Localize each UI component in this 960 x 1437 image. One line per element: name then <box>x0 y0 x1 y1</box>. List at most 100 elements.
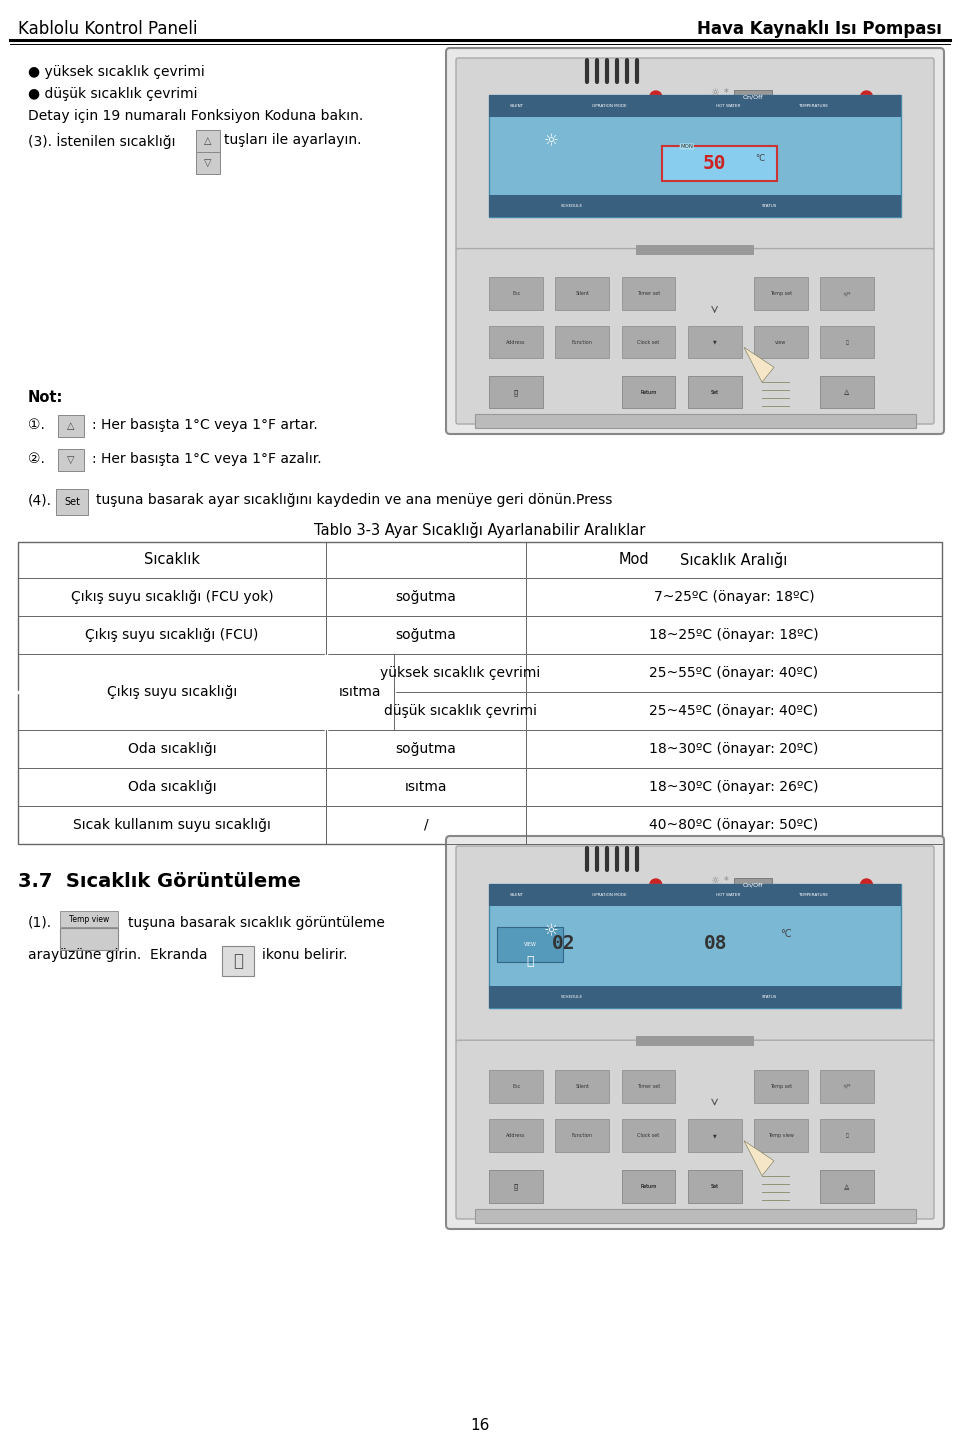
Bar <box>490 95 900 217</box>
Text: ▼: ▼ <box>712 339 716 345</box>
Bar <box>621 1069 676 1102</box>
FancyBboxPatch shape <box>446 836 944 1229</box>
Bar <box>490 326 543 358</box>
Bar <box>687 1170 741 1203</box>
Text: Clock set: Clock set <box>637 1132 660 1138</box>
FancyBboxPatch shape <box>456 846 934 1042</box>
Bar <box>621 376 676 408</box>
Bar <box>662 147 778 181</box>
Text: *: * <box>724 88 729 98</box>
Text: Temp view: Temp view <box>69 914 109 924</box>
Text: 18~25ºC (önayar: 18ºC): 18~25ºC (önayar: 18ºC) <box>649 628 819 642</box>
Text: Oda sıcaklığı: Oda sıcaklığı <box>128 780 216 795</box>
Text: 25~45ºC (önayar: 40ºC): 25~45ºC (önayar: 40ºC) <box>649 704 819 718</box>
Text: *: * <box>724 877 729 887</box>
FancyBboxPatch shape <box>446 47 944 434</box>
Bar <box>621 277 676 310</box>
Bar <box>820 1170 874 1203</box>
Bar <box>196 129 220 152</box>
Text: △: △ <box>845 389 849 395</box>
Bar <box>820 277 874 310</box>
Bar <box>490 986 900 1009</box>
Text: (3). İstenilen sıcaklığı: (3). İstenilen sıcaklığı <box>28 134 176 149</box>
Bar <box>636 1036 754 1046</box>
Bar <box>687 326 741 358</box>
Bar <box>621 376 676 408</box>
Bar <box>687 376 741 408</box>
Text: Return: Return <box>640 389 657 395</box>
Text: Çıkış suyu sıcaklığı (FCU yok): Çıkış suyu sıcaklığı (FCU yok) <box>71 591 274 604</box>
Bar <box>754 277 807 310</box>
Text: Set: Set <box>710 1184 719 1188</box>
Text: Clock set: Clock set <box>637 339 660 345</box>
Text: Timer set: Timer set <box>636 292 660 296</box>
Text: ısıtma: ısıtma <box>405 780 447 795</box>
Text: Silent: Silent <box>575 1083 589 1089</box>
Text: Tablo 3-3 Ayar Sıcaklığı Ayarlanabilir Aralıklar: Tablo 3-3 Ayar Sıcaklığı Ayarlanabilir A… <box>314 522 646 537</box>
Text: düşük sıcaklık çevrimi: düşük sıcaklık çevrimi <box>383 704 537 718</box>
Text: soğutma: soğutma <box>396 628 456 642</box>
Text: tuşuna basarak sıcaklık görüntüleme: tuşuna basarak sıcaklık görüntüleme <box>128 915 385 930</box>
Text: MON: MON <box>681 144 693 149</box>
Text: 25~55ºC (önayar: 40ºC): 25~55ºC (önayar: 40ºC) <box>649 665 819 680</box>
Text: SCHEDULE: SCHEDULE <box>561 204 583 208</box>
Bar <box>734 878 772 892</box>
Text: Function: Function <box>572 339 592 345</box>
Text: Temp set: Temp set <box>770 292 792 296</box>
Text: 🔥: 🔥 <box>846 339 849 345</box>
Text: Set: Set <box>710 389 719 395</box>
Text: ☼: ☼ <box>709 88 719 98</box>
Text: ☼/*: ☼/* <box>843 292 852 296</box>
Circle shape <box>860 879 873 891</box>
Bar <box>490 884 900 907</box>
Bar <box>56 489 88 514</box>
Bar <box>222 946 254 976</box>
Bar <box>820 376 874 408</box>
Polygon shape <box>744 348 774 382</box>
Text: ①.: ①. <box>28 418 45 433</box>
Text: Çıkış suyu sıcaklığı: Çıkış suyu sıcaklığı <box>107 685 237 698</box>
Text: △: △ <box>67 421 75 431</box>
Text: SILENT: SILENT <box>510 894 524 897</box>
Text: OPRATION MODE: OPRATION MODE <box>592 894 627 897</box>
Bar <box>58 448 84 471</box>
Text: Temp view: Temp view <box>768 1132 794 1138</box>
Text: Hava Kaynaklı Isı Pompası: Hava Kaynaklı Isı Pompası <box>697 20 942 37</box>
Bar <box>555 1119 610 1152</box>
Text: Sıcaklık: Sıcaklık <box>144 552 200 568</box>
Bar <box>621 1170 676 1203</box>
Text: Function: Function <box>572 1132 592 1138</box>
Text: 🔥: 🔥 <box>846 1132 849 1138</box>
Text: 7~25ºC (önayar: 18ºC): 7~25ºC (önayar: 18ºC) <box>654 591 814 604</box>
Text: 🔒: 🔒 <box>514 1183 518 1190</box>
Text: 50: 50 <box>702 154 726 172</box>
Bar <box>490 195 900 217</box>
Bar <box>687 376 741 408</box>
Text: Set: Set <box>64 497 80 507</box>
Text: Address: Address <box>507 339 526 345</box>
Text: On/Off: On/Off <box>743 95 763 99</box>
Bar <box>58 415 84 437</box>
Text: Address: Address <box>507 1132 526 1138</box>
Text: On/Off: On/Off <box>743 882 763 888</box>
Text: ☼/*: ☼/* <box>843 1083 852 1089</box>
Bar <box>490 95 900 118</box>
Text: HOT WATER: HOT WATER <box>715 894 740 897</box>
Text: SILENT: SILENT <box>510 105 524 108</box>
Text: soğutma: soğutma <box>396 591 456 604</box>
Bar <box>18 542 942 844</box>
Text: /: / <box>423 818 428 832</box>
Bar <box>490 1170 543 1203</box>
Text: Not:: Not: <box>28 389 63 405</box>
Bar <box>490 376 543 408</box>
Text: ②.: ②. <box>28 453 45 466</box>
Text: °C: °C <box>780 928 791 938</box>
Bar <box>474 1209 916 1223</box>
Text: 18~30ºC (önayar: 26ºC): 18~30ºC (önayar: 26ºC) <box>649 780 819 795</box>
Text: Timer set: Timer set <box>636 1083 660 1089</box>
Text: ▽: ▽ <box>204 158 212 168</box>
Bar <box>636 244 754 254</box>
Text: △: △ <box>845 1184 849 1188</box>
Text: STATUS: STATUS <box>761 204 777 208</box>
Bar <box>754 326 807 358</box>
